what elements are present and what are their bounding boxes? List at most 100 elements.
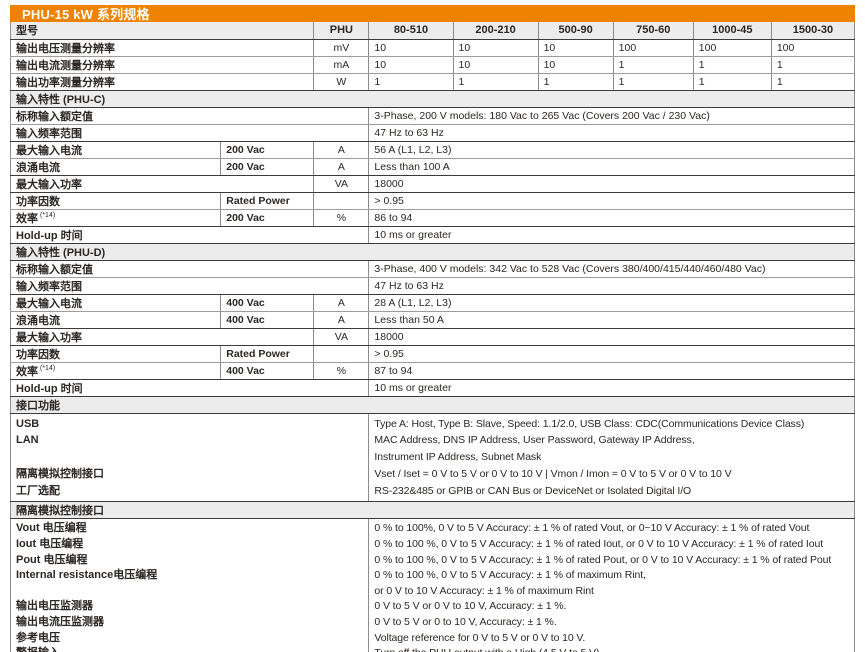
block-value-line: 0 % to 100%, 0 V to 5 V Accuracy: ± 1 % … bbox=[374, 522, 810, 535]
section-heading: 输入特性 (PHU-C) bbox=[10, 89, 855, 108]
value-cell: 47 Hz to 63 Hz bbox=[368, 277, 855, 295]
condition-cell: 400 Vac bbox=[220, 311, 315, 329]
value-cell: 1 bbox=[771, 73, 856, 91]
value-cell: 10 bbox=[453, 56, 539, 74]
page-title: PHU-15 kW 系列规格 bbox=[22, 7, 150, 22]
block-label-line: Pout 电压编程 bbox=[16, 553, 88, 566]
value-cell: 1 bbox=[771, 56, 856, 74]
block-value-line: or 0 V to 10 V Accuracy: ± 1 % of maximu… bbox=[374, 584, 594, 597]
spec-row: 标称输入额定值 3-Phase, 400 V models: 342 Vac to… bbox=[10, 260, 855, 278]
block-value-line: 0 % to 100 %, 0 V to 5 V Accuracy: ± 1 %… bbox=[374, 569, 646, 582]
value-cell: > 0.95 bbox=[368, 345, 855, 363]
resolution-row: 输出电压测量分辨率 mV 10 10 10 100 100 100 bbox=[10, 39, 856, 57]
section-header-row: 接口功能 bbox=[10, 395, 855, 414]
block-label-line: 输出电流压监测器 bbox=[16, 616, 104, 629]
model-col-header: 型号 bbox=[10, 22, 315, 40]
spec-row: 标称输入额定值 3-Phase, 200 V models: 180 Vac to… bbox=[10, 107, 855, 125]
block-value-line: 0 % to 100 %, 0 V to 5 V Accuracy: ± 1 %… bbox=[374, 538, 824, 551]
block-label-line: Internal resistance电压编程 bbox=[16, 569, 158, 582]
value-cell: 1 bbox=[368, 73, 454, 91]
row-label: 效率 (*14) bbox=[10, 209, 222, 227]
row-label: 效率 (*14) bbox=[10, 362, 222, 380]
model-header: 80-510 bbox=[368, 22, 454, 40]
value-cell: 10 bbox=[538, 56, 614, 74]
condition-cell: 200 Vac bbox=[220, 141, 315, 159]
section-heading: 隔离模拟控制接口 bbox=[10, 501, 855, 520]
block-label-cell: Vout 电压编程 Iout 电压编程 Pout 电压编程 Internal resi… bbox=[10, 518, 370, 652]
value-cell: 1 bbox=[693, 56, 772, 74]
value-cell: 100 bbox=[613, 39, 694, 57]
block-value-line: 0 V to 5 V or 0 to 10 V, Accuracy: ± 1 %… bbox=[374, 616, 557, 629]
value-cell: > 0.95 bbox=[368, 192, 855, 210]
series-title-bar: PHU-15 kW 系列规格 bbox=[10, 5, 855, 22]
row-label: Hold-up 时间 bbox=[10, 379, 370, 397]
model-header: 1000-45 bbox=[693, 22, 772, 40]
multiline-block-row: Vout 电压编程 Iout 电压编程 Pout 电压编程 Internal resi… bbox=[10, 518, 855, 652]
section-heading: 输入特性 (PHU-D) bbox=[10, 242, 855, 261]
block-label-line: Iout 电压编程 bbox=[16, 538, 84, 551]
footnote-marker: (*14) bbox=[40, 364, 56, 372]
block-label-line: 隔离模拟控制接口 bbox=[16, 467, 104, 480]
unit-cell: A bbox=[313, 158, 370, 176]
resolution-row: 输出功率测量分辨率 W 1 1 1 1 1 1 bbox=[10, 73, 856, 91]
value-cell: 86 to 94 bbox=[368, 209, 855, 227]
block-value-line: MAC Address, DNS IP Address, User Passwo… bbox=[374, 434, 695, 447]
block-label-line bbox=[16, 449, 363, 466]
condition-cell: Rated Power bbox=[220, 192, 315, 210]
section-heading: 接口功能 bbox=[10, 395, 855, 414]
model-header: 500-90 bbox=[538, 22, 614, 40]
row-label: 最大输入功率 bbox=[10, 175, 315, 193]
unit-cell: A bbox=[313, 311, 370, 329]
spec-row: 效率 (*14) 400 Vac% 87 to 94 bbox=[10, 362, 855, 380]
spec-row: 功率因数 Rated Power > 0.95 bbox=[10, 192, 855, 210]
model-header: 750-60 bbox=[613, 22, 694, 40]
block-value-line: Instrument IP Address, Subnet Mask bbox=[374, 451, 542, 464]
spec-row: 输入频率范围 47 Hz to 63 Hz bbox=[10, 124, 855, 142]
block-value-cell: Type A: Host, Type B: Slave, Speed: 1.1/… bbox=[368, 413, 855, 503]
unit-cell: mA bbox=[313, 56, 370, 74]
value-cell: 3-Phase, 400 V models: 342 Vac to 528 Va… bbox=[368, 260, 855, 278]
condition-cell: Rated Power bbox=[220, 345, 315, 363]
block-value-line: Vset / Iset = 0 V to 5 V or 0 V to 10 V … bbox=[374, 467, 732, 480]
value-cell: 10 bbox=[368, 56, 454, 74]
row-label: 标称输入额定值 bbox=[10, 107, 370, 125]
value-cell: Less than 50 A bbox=[368, 311, 855, 329]
model-header: 1500-30 bbox=[771, 22, 856, 40]
spec-row: Hold-up 时间 10 ms or greater bbox=[10, 226, 855, 244]
unit-cell: % bbox=[313, 362, 370, 380]
block-label-line: 工厂选配 bbox=[16, 484, 60, 497]
unit-cell: W bbox=[313, 73, 370, 91]
value-cell: 18000 bbox=[368, 175, 855, 193]
value-cell: 10 ms or greater bbox=[368, 226, 855, 244]
row-label: 输出功率测量分辨率 bbox=[10, 73, 315, 91]
condition-cell: 200 Vac bbox=[220, 158, 315, 176]
row-label: 浪涌电流 bbox=[10, 311, 222, 329]
value-cell: 28 A (L1, L2, L3) bbox=[368, 294, 855, 312]
block-value-line: Type A: Host, Type B: Slave, Speed: 1.1/… bbox=[374, 417, 805, 430]
row-label: Hold-up 时间 bbox=[10, 226, 370, 244]
row-label: 功率因数 bbox=[10, 192, 222, 210]
spec-row: 最大输入功率 VA 18000 bbox=[10, 328, 855, 346]
block-label-line: Vout 电压编程 bbox=[16, 522, 87, 535]
spec-row: 效率 (*14) 200 Vac% 86 to 94 bbox=[10, 209, 855, 227]
section-header-row: 输入特性 (PHU-D) bbox=[10, 242, 855, 261]
spec-table: 型号 PHU 80-510 200-210 500-90 750-60 1000-45 150… bbox=[10, 22, 856, 652]
unit-cell: A bbox=[313, 141, 370, 159]
unit-cell: mV bbox=[313, 39, 370, 57]
unit-cell: % bbox=[313, 209, 370, 227]
value-cell: 1 bbox=[693, 73, 772, 91]
block-value-line: Turn off the PHU output with a High (4.5… bbox=[374, 646, 849, 652]
spec-row: 最大输入电流 400 Vac A 28 A (L1, L2, L3) bbox=[10, 294, 855, 312]
block-value-line: RS-232&485 or GPIB or CAN Bus or DeviceN… bbox=[374, 484, 692, 497]
value-cell: 1 bbox=[538, 73, 614, 91]
row-label: 输出电流测量分辨率 bbox=[10, 56, 315, 74]
table-header-row: 型号 PHU 80-510 200-210 500-90 750-60 1000-45 150… bbox=[10, 22, 856, 40]
block-label-line: 输出电压监测器 bbox=[16, 600, 93, 613]
value-cell: 100 bbox=[771, 39, 856, 57]
footnote-marker: (*14) bbox=[40, 211, 56, 219]
row-label: 输入频率范围 bbox=[10, 124, 370, 142]
value-cell: 1 bbox=[613, 56, 694, 74]
value-cell: 10 bbox=[453, 39, 539, 57]
spec-row: 最大输入功率 VA 18000 bbox=[10, 175, 855, 193]
